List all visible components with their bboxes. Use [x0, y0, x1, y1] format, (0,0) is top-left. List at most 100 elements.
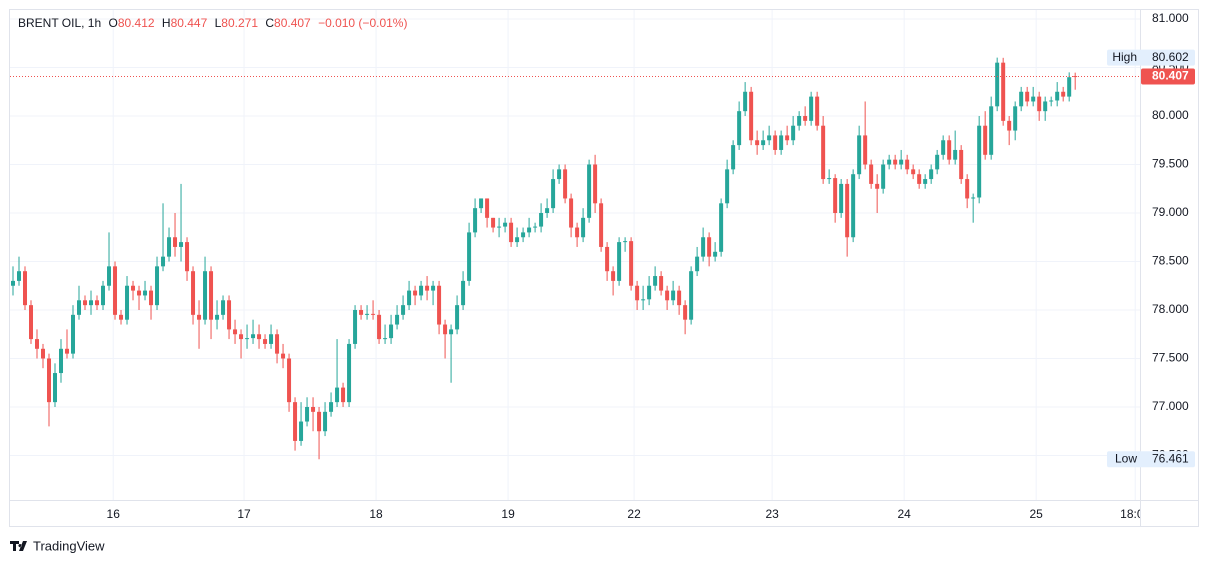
candle-body: [551, 179, 556, 209]
candle-body: [371, 313, 376, 315]
candle-body: [155, 266, 160, 306]
candle-body: [641, 299, 646, 301]
candle-body: [659, 276, 664, 291]
candle-body: [533, 226, 538, 228]
candle-body: [413, 290, 418, 296]
candle-body: [245, 338, 250, 340]
candle-body: [515, 237, 520, 243]
candle-body: [323, 411, 328, 432]
candle-body: [383, 338, 388, 340]
y-tick-label: 80.000: [1152, 108, 1189, 122]
candle-body: [341, 387, 346, 403]
candle-body: [287, 358, 292, 403]
candle-body: [53, 373, 58, 403]
plot-area: [10, 57, 1140, 460]
candle-body: [725, 169, 730, 204]
brand: TradingView: [10, 538, 105, 553]
chart-frame: [9, 9, 1199, 527]
candle-body: [485, 198, 490, 218]
candle-body: [173, 237, 178, 247]
candle-body: [563, 169, 568, 199]
candle-body: [431, 285, 436, 291]
y-tick-label: 81.000: [1152, 11, 1189, 25]
axes: 76.50077.00077.50078.00078.50079.00079.5…: [1107, 11, 1195, 468]
candle-body: [311, 406, 316, 412]
candle-body: [77, 300, 82, 315]
candle-body: [149, 290, 154, 306]
candle-body: [731, 145, 736, 170]
candle-body: [989, 106, 994, 155]
candle-body: [707, 237, 712, 257]
candle-body: [455, 305, 460, 330]
candle-body: [107, 266, 112, 286]
candle-body: [305, 406, 310, 422]
candle-body: [845, 183, 850, 238]
candle-body: [611, 271, 616, 281]
candle-body: [839, 183, 844, 214]
candle-body: [995, 62, 1000, 107]
candle-body: [65, 348, 70, 354]
candle-body: [581, 217, 586, 238]
candle-body: [767, 135, 772, 141]
legend-header: BRENT OIL, 1h O80.412 H80.447 L80.271 C8…: [18, 16, 407, 30]
candle-body: [827, 178, 832, 180]
candle-body: [365, 313, 370, 315]
candle-body: [101, 285, 106, 306]
candle-body: [881, 164, 886, 189]
candle-body: [647, 285, 652, 300]
candle-body: [41, 348, 46, 359]
candle-body: [197, 314, 202, 320]
candle-body: [1001, 62, 1006, 121]
x-tick-label: 17: [237, 507, 251, 521]
candle-body: [59, 348, 64, 374]
candle-body: [407, 290, 412, 306]
candle-body: [671, 290, 676, 301]
candle-body: [1061, 91, 1066, 97]
candle-body: [185, 242, 190, 272]
candle-body: [209, 271, 214, 320]
ohlc-value: 80.412: [118, 16, 155, 30]
candle-body: [695, 256, 700, 272]
candle-body: [443, 324, 448, 335]
candle-body: [941, 140, 946, 155]
candle-body: [161, 256, 166, 267]
candle-body: [593, 164, 598, 204]
candle-body: [299, 421, 304, 441]
change: −0.010 (−0.01%): [318, 16, 407, 30]
candle-body: [89, 300, 94, 306]
candle-body: [1031, 96, 1036, 102]
candle-body: [689, 271, 694, 320]
candle-body: [821, 125, 826, 180]
x-tick-label: 23: [765, 507, 779, 521]
x-tick-label: 22: [627, 507, 641, 521]
candle-body: [95, 300, 100, 306]
candle-body: [473, 208, 478, 233]
candle-body: [227, 300, 232, 330]
candle-body: [569, 198, 574, 228]
candle-body: [857, 135, 862, 175]
candle-body: [887, 159, 892, 165]
candle-body: [263, 339, 268, 344]
candle-body: [395, 314, 400, 325]
candle-body: [329, 402, 334, 412]
candle-body: [509, 222, 514, 243]
candle-body: [203, 271, 208, 320]
candle-body: [965, 179, 970, 199]
candle-body: [125, 285, 130, 320]
candle-body: [71, 314, 76, 354]
low-badge: [1107, 451, 1195, 468]
x-tick-label: 16: [107, 507, 121, 521]
candle-body: [425, 285, 430, 291]
candle-body: [1049, 100, 1054, 102]
candle-body: [737, 111, 742, 146]
candle-body: [335, 387, 340, 403]
candle-body: [17, 271, 22, 281]
candle-body: [23, 271, 28, 306]
ohlc-label: L: [215, 16, 222, 30]
candle-body: [983, 125, 988, 155]
ohlc-value: 80.407: [274, 16, 311, 30]
x-tick-label: 19: [501, 507, 515, 521]
candle-body: [797, 116, 802, 126]
candle-body: [683, 305, 688, 320]
candle-body: [11, 280, 16, 286]
